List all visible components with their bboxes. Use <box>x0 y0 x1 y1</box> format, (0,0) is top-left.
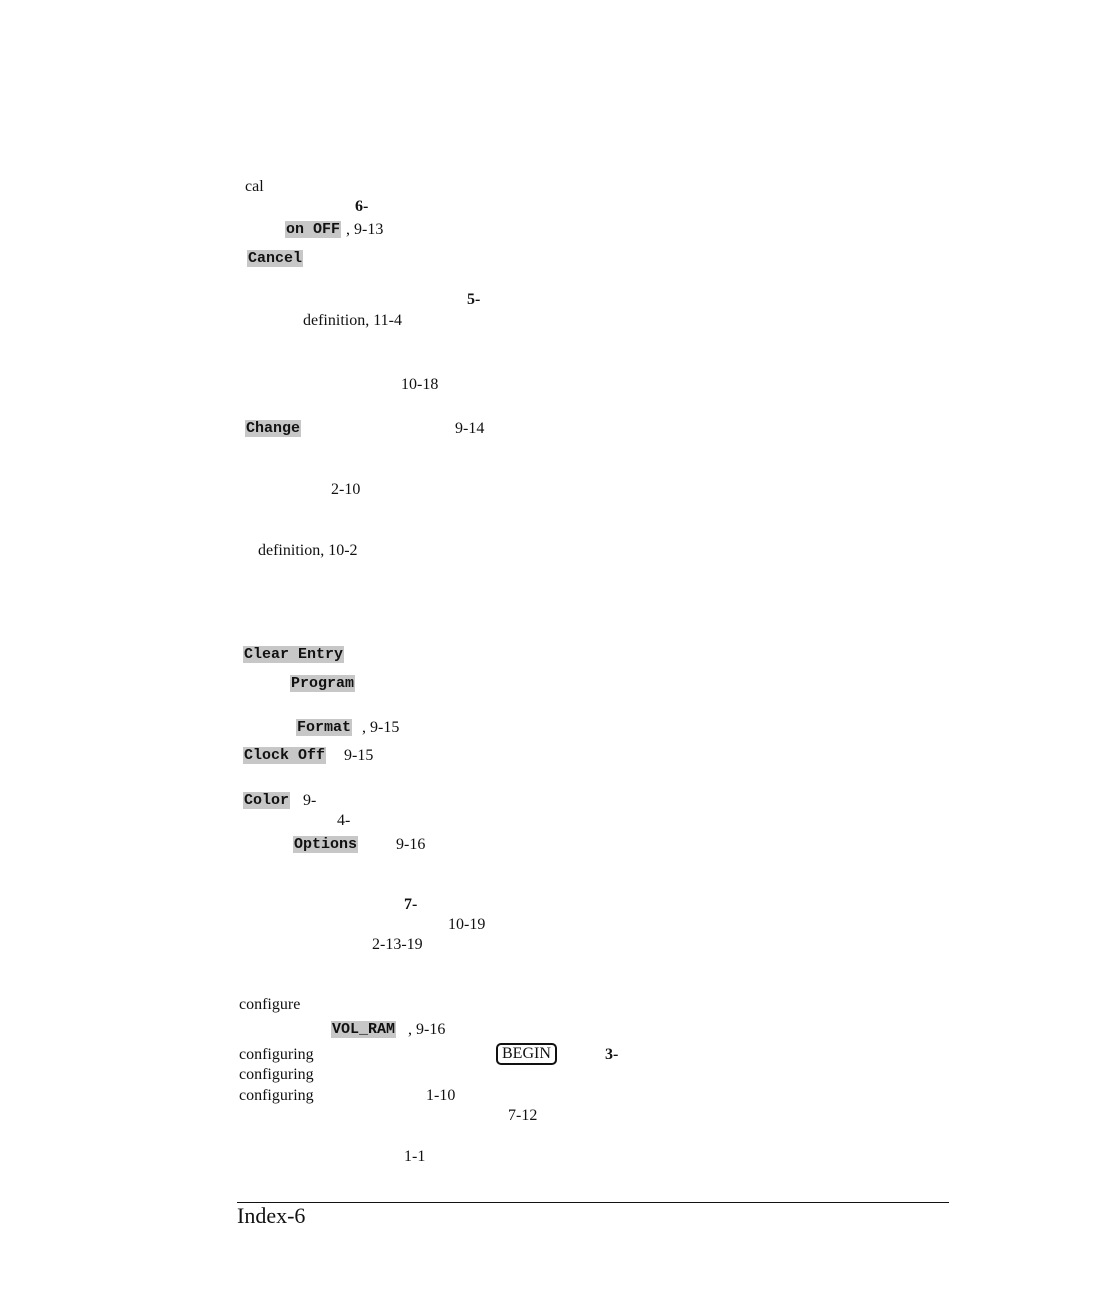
page-ref: , 9-16 <box>408 1021 446 1038</box>
softkey-label: Options <box>293 836 359 853</box>
page-ref: 1-10 <box>426 1087 456 1104</box>
softkey-label: Clock Off <box>243 747 327 764</box>
softkey-label: Change <box>245 420 302 437</box>
softkey-label: Cancel <box>247 250 304 267</box>
softkey-label: Color <box>243 792 291 809</box>
page-ref: 7- <box>404 896 418 913</box>
page-ref: 7-12 <box>508 1107 538 1124</box>
page-ref: 9-15 <box>344 747 374 764</box>
index-term: cal <box>245 178 264 195</box>
page-number: Index-6 <box>237 1203 306 1228</box>
softkey-label: on OFF <box>285 221 342 238</box>
index-term: configure <box>239 996 301 1013</box>
softkey-label: Program <box>290 675 356 692</box>
index-term: configuring <box>239 1046 314 1063</box>
page-ref: 2-13-19 <box>372 936 423 953</box>
page-ref: 2-10 <box>331 481 361 498</box>
softkey-label: Format <box>296 719 353 736</box>
index-term: configuring <box>239 1087 314 1104</box>
softkey-label: VOL_RAM <box>331 1021 397 1038</box>
softkey-label: Clear Entry <box>243 646 345 663</box>
index-term: configuring <box>239 1066 314 1083</box>
page-ref: 9-14 <box>455 420 485 437</box>
page-ref: , 9-13 <box>346 221 384 238</box>
index-subterm: definition, 10-2 <box>258 542 358 559</box>
index-subterm: definition, 11-4 <box>303 312 402 329</box>
hardkey-begin: BEGIN <box>496 1043 557 1065</box>
page-ref: 9- <box>303 792 317 809</box>
page-ref: 10-18 <box>401 376 439 393</box>
page-ref: 4- <box>337 812 351 829</box>
page-ref: 3- <box>605 1046 619 1063</box>
page-ref: 6- <box>355 198 369 215</box>
footer-rule <box>237 1202 949 1203</box>
page-ref: 5- <box>467 291 481 308</box>
page-ref: , 9-15 <box>362 719 400 736</box>
page-ref: 10-19 <box>448 916 486 933</box>
page-ref: 9-16 <box>396 836 426 853</box>
page-ref: 1-1 <box>404 1148 426 1165</box>
